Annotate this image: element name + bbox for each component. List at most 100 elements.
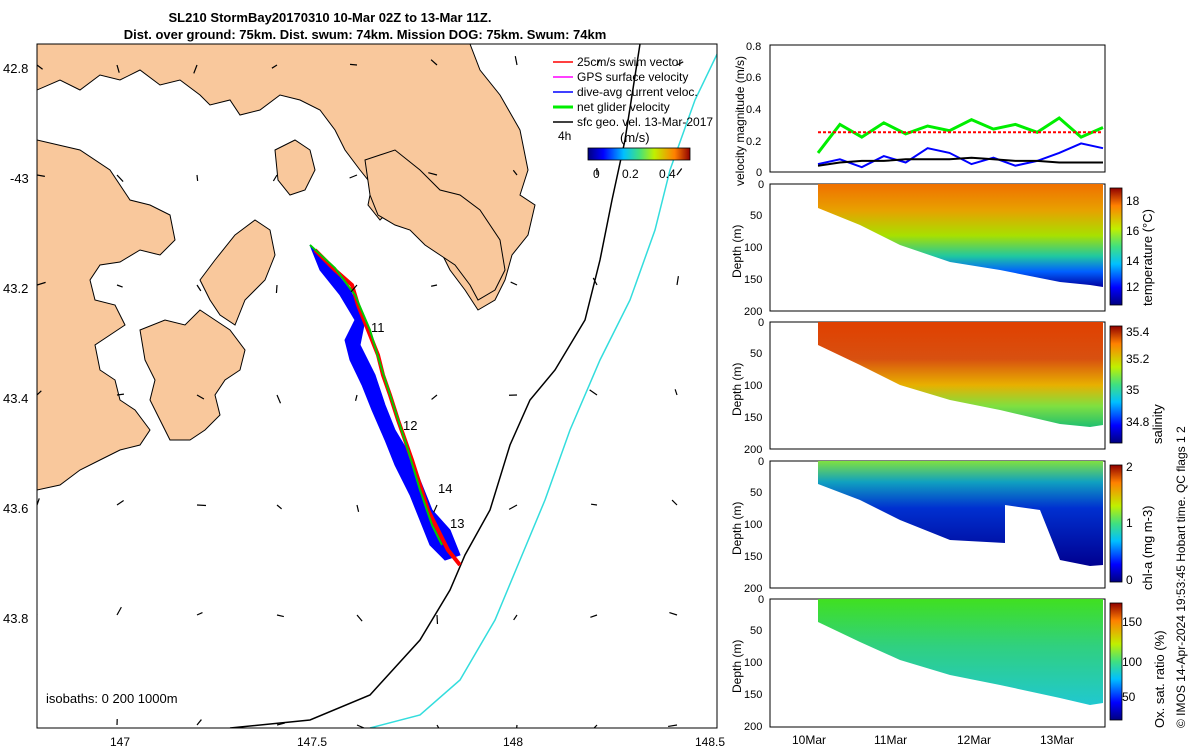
isobaths-note: isobaths: 0 200 1000m — [46, 691, 178, 706]
lon-tick-147: 147 — [110, 735, 130, 749]
sal-cb-354: 35.4 — [1126, 325, 1150, 339]
chl-cb-0: 0 — [1126, 573, 1133, 587]
sfc-arrow — [589, 389, 598, 396]
sfc-arrow — [356, 614, 363, 622]
sfc-arrow — [590, 614, 598, 618]
chl-ytick-200: 200 — [744, 583, 762, 595]
track-blue-current — [309, 244, 461, 561]
temp-ytick-150: 150 — [744, 274, 762, 286]
sfc-arrow — [431, 394, 438, 400]
vel-ytick-08: 0.8 — [746, 41, 761, 53]
sfc-arrow — [193, 64, 198, 74]
legend-net: net glider velocity — [577, 100, 670, 114]
waypoint-label-11: 11 — [371, 320, 385, 335]
temperature-panel — [769, 183, 1123, 312]
temp-cb-14: 14 — [1126, 254, 1140, 268]
ox-ytick-100: 100 — [744, 657, 762, 669]
sal-cb-label: salinity — [1150, 404, 1165, 444]
colorbar-label-ms: (m/s) — [620, 130, 650, 145]
chl-cb-1: 1 — [1126, 516, 1133, 530]
depth-ticks: 0 50 100 150 200 0 50 100 150 200 0 50 1… — [744, 179, 764, 733]
sfc-arrow — [276, 504, 282, 510]
sfc-arrow — [676, 61, 684, 66]
sfc-arrow — [354, 394, 358, 401]
vel-ytick-0: 0 — [756, 167, 762, 179]
salinity-panel — [769, 321, 1123, 450]
isobath-1000m — [369, 52, 717, 728]
ox-cb-50: 50 — [1122, 690, 1136, 704]
chart-title-line2: Dist. over ground: 75km. Dist. swum: 74k… — [123, 27, 607, 42]
sfc-arrow — [272, 174, 278, 182]
vel-ylabel: velocity magnitude (m/s) — [733, 55, 747, 186]
colorbar-tick-0: 0 — [593, 167, 600, 181]
lon-tick-148: 148 — [503, 735, 523, 749]
oxygen-panel — [769, 598, 1123, 728]
legend-gps: GPS surface velocity — [577, 70, 688, 84]
ox-ytick-0: 0 — [758, 594, 764, 606]
temp-ylabel: Depth (m) — [730, 224, 744, 278]
lat-tick-43: -43 — [10, 171, 29, 186]
sfc-arrow — [275, 284, 278, 294]
sal-ytick-100: 100 — [744, 380, 762, 392]
sal-ytick-0: 0 — [758, 317, 764, 329]
velocity-series-0 — [816, 116, 1104, 154]
sfc-arrow — [674, 389, 678, 396]
lon-tick-147-5: 147.5 — [297, 735, 327, 749]
land-peninsula-middle — [199, 219, 276, 326]
lat-tick-42-8: 42.8 — [3, 61, 28, 76]
sfc-arrow — [596, 59, 601, 66]
chl-ylabel: Depth (m) — [730, 501, 744, 555]
sfc-arrow — [676, 276, 680, 286]
sfc-arrow — [430, 59, 438, 66]
temp-ytick-100: 100 — [744, 242, 762, 254]
sfc-arrow — [349, 63, 358, 66]
chl-cb-label: chl-a (mg m-3) — [1140, 505, 1155, 590]
sal-cb-348: 34.8 — [1126, 415, 1150, 429]
sfc-arrow — [592, 277, 598, 286]
chl-cb-2: 2 — [1126, 460, 1133, 474]
legend-swim: 25cm/s swim vector — [577, 55, 682, 69]
temp-cb-label: temperature (°C) — [1140, 209, 1155, 306]
sfc-arrow — [37, 281, 46, 286]
land-tasman-peninsula — [139, 309, 246, 441]
sfc-arrow — [276, 614, 284, 618]
sal-cb-352: 35.2 — [1126, 352, 1150, 366]
sfc-arrow — [590, 503, 598, 506]
sfc-arrow — [350, 284, 358, 293]
sal-cb-35: 35 — [1126, 383, 1140, 397]
sfc-arrow — [356, 504, 360, 512]
track-green-net — [309, 244, 443, 546]
sfc-arrow — [349, 174, 358, 179]
isobath-200m — [229, 44, 641, 728]
sfc-arrow — [669, 611, 678, 616]
sal-ytick-150: 150 — [744, 412, 762, 424]
temp-ytick-0: 0 — [758, 179, 764, 191]
ox-ytick-150: 150 — [744, 689, 762, 701]
ox-cb-150: 150 — [1122, 615, 1142, 629]
waypoint-label-14: 14 — [438, 481, 452, 496]
xtick-11mar: 11Mar — [874, 733, 907, 747]
legend-4h: 4h — [558, 129, 571, 143]
sfc-arrow — [271, 64, 278, 69]
colorbar-tick-02: 0.2 — [622, 167, 639, 181]
sal-ytick-50: 50 — [750, 348, 762, 360]
chl-ytick-100: 100 — [744, 519, 762, 531]
map-frame — [36, 43, 718, 729]
sfc-arrow — [116, 174, 124, 182]
temp-ytick-200: 200 — [744, 306, 762, 318]
vel-ytick-04: 0.4 — [746, 104, 761, 116]
sfc-arrow — [116, 64, 120, 73]
lat-tick-43-2: 43.2 — [3, 281, 28, 296]
ox-ytick-200: 200 — [744, 721, 762, 733]
sfc-arrow — [676, 168, 683, 176]
xtick-12mar: 12Mar — [957, 733, 991, 747]
sfc-arrow — [508, 504, 518, 510]
land-peninsula-west — [37, 139, 176, 491]
legend-dive-avg: dive-avg current veloc. — [577, 85, 698, 99]
sfc-arrow — [512, 169, 518, 176]
sfc-arrow — [513, 614, 518, 621]
lat-tick-43-4: 43.4 — [3, 391, 28, 406]
temp-ytick-50: 50 — [750, 210, 762, 222]
vel-ytick-02: 0.2 — [746, 136, 761, 148]
